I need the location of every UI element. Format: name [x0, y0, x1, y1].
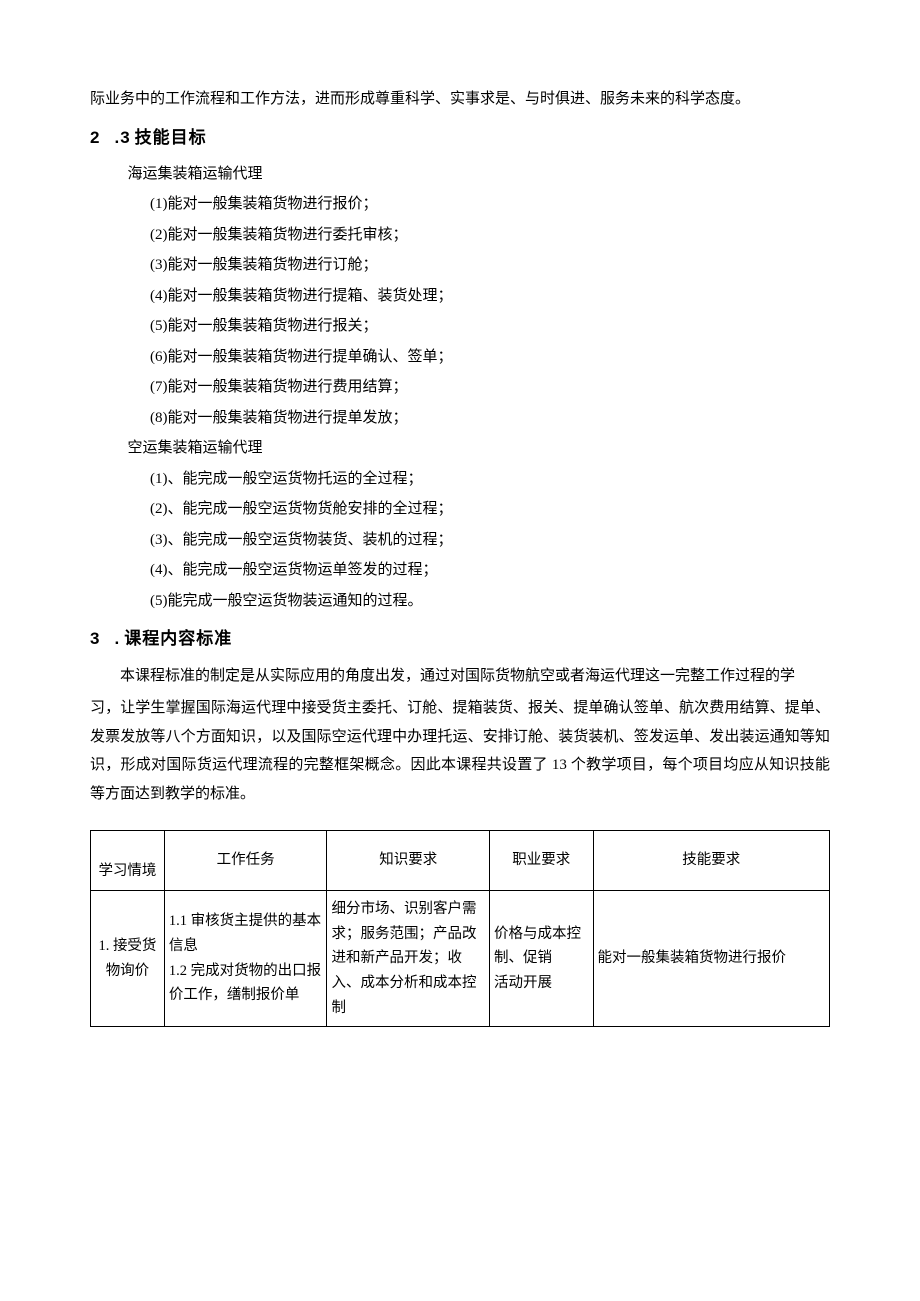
cell-skill-1: 能对一般集装箱货物进行报价 [593, 891, 830, 1027]
sea-item-8: (8)能对一般集装箱货物进行提单发放； [150, 404, 830, 433]
sea-item-7: (7)能对一般集装箱货物进行费用结算； [150, 373, 830, 402]
heading-2-3: 2 .3 技能目标 [90, 122, 830, 154]
air-item-1: (1)、能完成一般空运货物托运的全过程； [150, 465, 830, 494]
heading-title: 课程内容标准 [124, 629, 232, 648]
intro-tail-paragraph: 际业务中的工作流程和工作方法，进而形成尊重科学、实事求是、与时俱进、服务未来的科… [90, 85, 830, 114]
cell-task-1: 1.1 审核货主提供的基本信息 1.2 完成对货物的出口报价工作，缮制报价单 [164, 891, 327, 1027]
cell-context-1: 1. 接受货物询价 [91, 891, 165, 1027]
air-item-5: (5)能完成一般空运货物装运通知的过程。 [150, 587, 830, 616]
table-header-row: 学习情境 工作任务 知识要求 职业要求 技能要求 [91, 831, 830, 891]
air-item-4: (4)、能完成一般空运货物运单签发的过程； [150, 556, 830, 585]
section-3-para-line1: 本课程标准的制定是从实际应用的角度出发，通过对国际货物航空或者海运代理这一完整工… [90, 662, 830, 691]
sea-item-1: (1)能对一般集装箱货物进行报价； [150, 190, 830, 219]
th-knowledge: 知识要求 [327, 831, 490, 891]
sea-item-3: (3)能对一般集装箱货物进行订舱； [150, 251, 830, 280]
sea-item-4: (4)能对一般集装箱货物进行提箱、装货处理； [150, 282, 830, 311]
course-content-table: 学习情境 工作任务 知识要求 职业要求 技能要求 1. 接受货物询价 1.1 审… [90, 830, 830, 1027]
heading-title: 技能目标 [135, 128, 207, 147]
cell-knowledge-1: 细分市场、识别客户需求；服务范围；产品改进和新产品开发；收入、成本分析和成本控制 [327, 891, 490, 1027]
heading-number: 2 [90, 128, 100, 147]
air-transport-subtitle: 空运集装箱运输代理 [128, 434, 831, 463]
cell-occupation-1: 价格与成本控制、促销 活动开展 [490, 891, 593, 1027]
section-3-para-rest: 习，让学生掌握国际海运代理中接受货主委托、订舱、提箱装货、报关、提单确认签单、航… [90, 694, 830, 808]
th-skill: 技能要求 [593, 831, 830, 891]
air-item-3: (3)、能完成一般空运货物装货、装机的过程； [150, 526, 830, 555]
heading-dot: .3 [114, 128, 130, 147]
table-row: 1. 接受货物询价 1.1 审核货主提供的基本信息 1.2 完成对货物的出口报价… [91, 891, 830, 1027]
th-context: 学习情境 [91, 831, 165, 891]
sea-item-6: (6)能对一般集装箱货物进行提单确认、签单； [150, 343, 830, 372]
sea-item-2: (2)能对一般集装箱货物进行委托审核； [150, 221, 830, 250]
sea-item-5: (5)能对一般集装箱货物进行报关； [150, 312, 830, 341]
sea-transport-subtitle: 海运集装箱运输代理 [128, 160, 831, 189]
heading-number: 3 [90, 629, 100, 648]
heading-3: 3.课程内容标准 [90, 623, 830, 655]
th-task: 工作任务 [164, 831, 327, 891]
th-occupation: 职业要求 [490, 831, 593, 891]
air-item-2: (2)、能完成一般空运货物货舱安排的全过程； [150, 495, 830, 524]
heading-dot: . [114, 629, 120, 648]
